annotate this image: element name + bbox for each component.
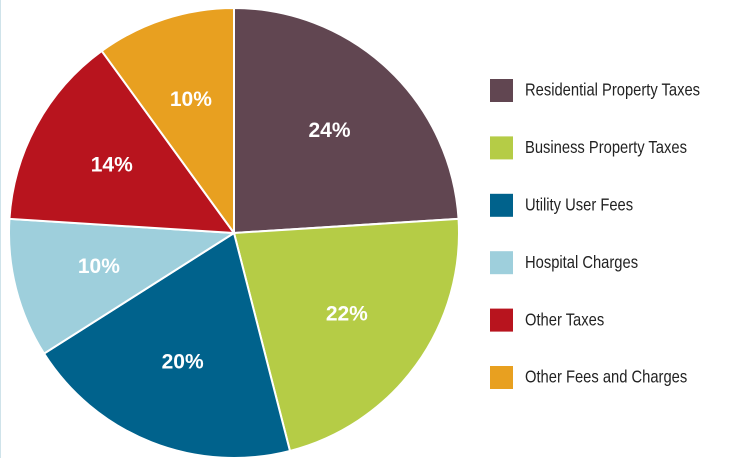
- legend-label: Utility User Fees: [525, 195, 633, 215]
- pie-slice: [42, 231, 292, 458]
- legend-label: Other Taxes: [525, 310, 604, 330]
- data-label: 22%: [326, 303, 368, 326]
- data-label: 14%: [91, 153, 133, 176]
- legend-swatch: [490, 251, 513, 275]
- pie-slice: [232, 217, 460, 453]
- pie-slice: [233, 6, 460, 235]
- pie-slice: [8, 217, 238, 355]
- data-label: 10%: [170, 88, 212, 111]
- legend-label: Business Property Taxes: [525, 138, 687, 158]
- legend-swatch: [490, 79, 513, 102]
- pie-slice: [8, 49, 237, 235]
- data-label: 24%: [308, 119, 350, 142]
- pie-slice: [100, 6, 235, 237]
- data-label: 20%: [162, 350, 204, 373]
- legend-swatch: [490, 136, 513, 160]
- legend-label: Residential Property Taxes: [525, 80, 700, 100]
- legend-swatch: [490, 193, 513, 217]
- data-label: 10%: [78, 255, 120, 278]
- legend-swatch: [490, 308, 513, 332]
- legend-swatch: [490, 366, 513, 389]
- legend-label: Hospital Charges: [525, 253, 638, 273]
- legend-label: Other Fees and Charges: [525, 367, 687, 387]
